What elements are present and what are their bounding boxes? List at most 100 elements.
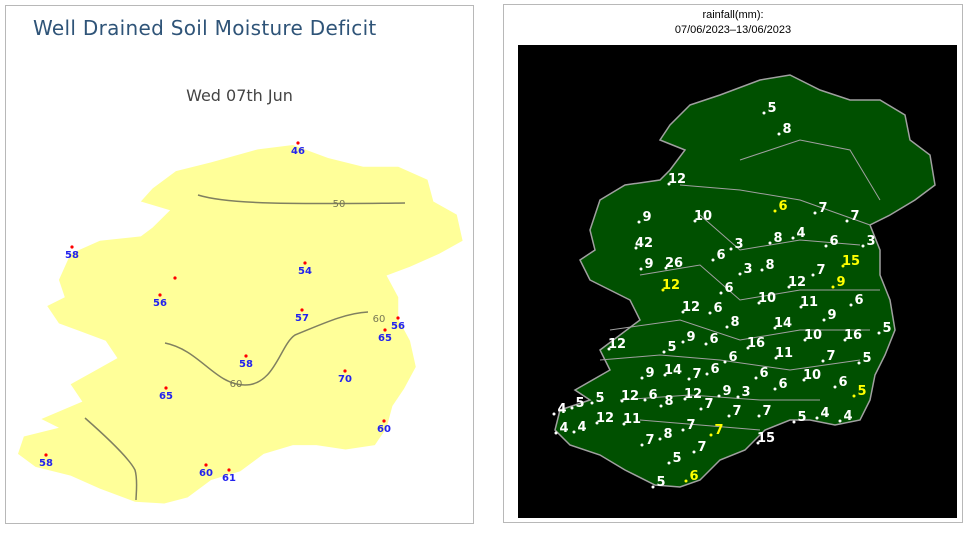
rainfall-value: 5 xyxy=(862,351,871,366)
station-dot xyxy=(693,219,697,223)
station-dot xyxy=(667,461,671,465)
station-dot xyxy=(552,412,556,416)
rainfall-value: 4 xyxy=(577,420,586,435)
rainfall-value: 10 xyxy=(694,209,712,224)
station-dot xyxy=(773,209,777,213)
rainfall-value: 8 xyxy=(765,258,774,273)
rainfall-value: 8 xyxy=(773,231,782,246)
rainfall-value: 4 xyxy=(843,409,852,424)
station-dot xyxy=(704,342,708,346)
rainfall-value: 7 xyxy=(818,201,827,216)
ireland-land xyxy=(18,145,463,504)
rainfall-value: 42 xyxy=(635,236,653,251)
station-dot xyxy=(709,433,713,437)
rainfall-value: 12 xyxy=(684,387,702,402)
station-dot xyxy=(651,485,655,489)
rainfall-value: 5 xyxy=(575,396,584,411)
station-dot xyxy=(877,331,881,335)
station-dot xyxy=(787,285,791,289)
station-value: 60 xyxy=(199,468,213,479)
rainfall-value: 8 xyxy=(664,394,673,409)
rainfall-value: 7 xyxy=(704,397,713,412)
rainfall-value: 12 xyxy=(596,411,614,426)
rainfall-title-line1: rainfall(mm): xyxy=(702,9,764,21)
station-dot xyxy=(708,311,712,315)
rainfall-value: 7 xyxy=(816,263,825,278)
station-value: 58 xyxy=(39,458,53,469)
rainfall-value: 11 xyxy=(775,346,793,361)
county-border xyxy=(609,319,870,341)
station-dot xyxy=(833,385,837,389)
rainfall-value: 6 xyxy=(713,301,722,316)
station-value: 60 xyxy=(377,424,391,435)
station-dot xyxy=(711,258,715,262)
rainfall-value: 3 xyxy=(741,385,750,400)
station-dot xyxy=(723,360,727,364)
rainfall-value: 7 xyxy=(645,433,654,448)
county-border xyxy=(599,354,861,371)
rainfall-value: 10 xyxy=(804,328,822,343)
station-value: 56 xyxy=(153,298,167,309)
station-dot xyxy=(813,211,817,215)
county-border xyxy=(679,184,871,226)
station-dot xyxy=(643,398,647,402)
station-dot xyxy=(204,463,208,467)
rainfall-value: 15 xyxy=(842,254,860,269)
station-dot xyxy=(802,378,806,382)
rainfall-value: 11 xyxy=(800,295,818,310)
rainfall-value: 16 xyxy=(747,336,765,351)
station-dot xyxy=(640,443,644,447)
soil-moisture-date: Wed 07th Jun xyxy=(186,86,293,105)
station-dot xyxy=(227,468,231,472)
station-value: 65 xyxy=(159,391,173,402)
station-dot xyxy=(757,301,761,305)
station-dot xyxy=(590,401,594,405)
rainfall-value: 6 xyxy=(724,281,733,296)
station-dot xyxy=(634,246,638,250)
station-value: 56 xyxy=(391,321,405,332)
station-dot xyxy=(773,326,777,330)
rainfall-value: 8 xyxy=(730,315,739,330)
rainfall-value: 5 xyxy=(656,475,665,490)
station-dot xyxy=(729,247,733,251)
rainfall-title-period: 07/06/2023–13/06/2023 xyxy=(674,24,792,36)
rainfall-value: 9 xyxy=(686,330,695,345)
station-dot xyxy=(725,325,729,329)
rainfall-value: 3 xyxy=(743,262,752,277)
contour-label: 60 xyxy=(373,314,386,325)
station-dot xyxy=(383,328,387,332)
rainfall-value: 7 xyxy=(697,440,706,455)
rainfall-value: 6 xyxy=(648,388,657,403)
rainfall-value: 6 xyxy=(716,248,725,263)
station-dot xyxy=(687,377,691,381)
rainfall-value: 7 xyxy=(732,404,741,419)
station-dot xyxy=(164,386,168,390)
rainfall-value: 11 xyxy=(623,412,641,427)
station-dot xyxy=(554,431,558,435)
rainfall-value: 6 xyxy=(759,366,768,381)
station-dot xyxy=(244,354,248,358)
station-dot xyxy=(831,285,835,289)
station-dot xyxy=(663,373,667,377)
rainfall-value: 9 xyxy=(642,210,651,225)
station-dot xyxy=(821,359,825,363)
rainfall-value: 7 xyxy=(714,423,723,438)
station-dot xyxy=(699,407,703,411)
station-dot xyxy=(861,244,865,248)
rainfall-value: 7 xyxy=(826,349,835,364)
station-dot xyxy=(637,220,641,224)
station-dot xyxy=(662,350,666,354)
rainfall-value: 10 xyxy=(758,291,776,306)
station-dot xyxy=(824,244,828,248)
rainfall-value: 14 xyxy=(664,363,682,378)
station-dot xyxy=(736,395,740,399)
station-dot xyxy=(658,437,662,441)
station-dot xyxy=(667,182,671,186)
rainfall-value: 3 xyxy=(734,237,743,252)
county-border xyxy=(639,419,761,431)
county-border xyxy=(619,394,820,401)
station-dot xyxy=(296,141,300,145)
station-dot xyxy=(570,406,574,410)
station-dot xyxy=(343,369,347,373)
